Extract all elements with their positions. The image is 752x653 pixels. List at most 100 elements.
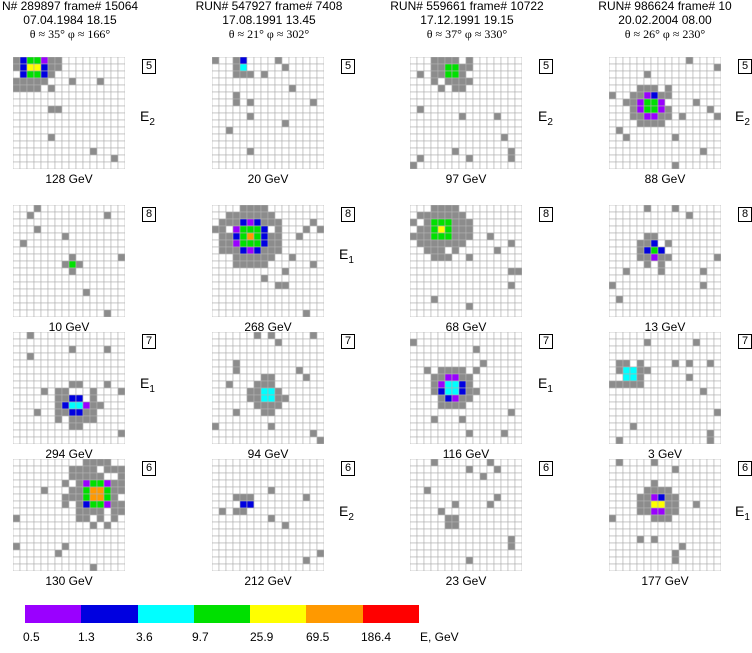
detector-cell [713, 246, 721, 255]
detector-cell [657, 63, 666, 72]
detector-cell [232, 260, 241, 269]
color-scale-segment [362, 605, 419, 623]
detector-cell [437, 493, 446, 502]
detector-cell [629, 260, 638, 269]
detector-cell [437, 77, 446, 86]
detector-cell [68, 359, 77, 368]
detector-cell [657, 535, 666, 544]
detector-cell [629, 126, 638, 135]
detector-cell [110, 556, 119, 565]
detector-cell [493, 436, 502, 444]
detector-cell [54, 514, 63, 523]
detector-cell [699, 345, 708, 354]
detector-cell [699, 246, 708, 255]
detector-cell [110, 281, 119, 290]
detector-cell [650, 556, 659, 565]
detector-cell [472, 253, 481, 262]
detector-cell [664, 274, 673, 283]
detector-cell [479, 359, 488, 368]
color-scale-segment [25, 605, 82, 623]
detector-cell [54, 246, 63, 255]
detector-cell [212, 253, 220, 262]
detector-cell [671, 70, 680, 79]
detector-cell [61, 479, 70, 488]
detector-cell [232, 57, 241, 65]
detector-cell [260, 225, 269, 234]
detector-cell [40, 225, 49, 234]
detector-cell [416, 459, 425, 467]
detector-cell [486, 302, 495, 311]
detector-cell [699, 332, 708, 340]
detector-cell [281, 63, 290, 72]
detector-cell [26, 288, 35, 297]
detector-cell [486, 387, 495, 396]
detector-cell [239, 232, 248, 241]
detector-cell [514, 246, 522, 255]
detector-cell [486, 309, 495, 317]
detector-cell [253, 338, 262, 347]
detector-cell [68, 211, 77, 220]
detector-cell [274, 239, 283, 248]
detector-cell [274, 140, 283, 149]
detector-cell [218, 359, 227, 368]
detector-grid [410, 332, 522, 444]
detector-cell [281, 366, 290, 375]
detector-cell [302, 338, 311, 347]
detector-cell [110, 274, 119, 283]
detector-cell [410, 422, 418, 431]
detector-cell [33, 493, 42, 502]
detector-cell [410, 436, 418, 444]
detector-cell [246, 542, 255, 551]
detector-cell [479, 133, 488, 142]
detector-cell [692, 436, 701, 444]
detector-cell [458, 281, 467, 290]
detector-cell [622, 352, 631, 361]
detector-cell [451, 63, 460, 72]
detector-cell [13, 112, 21, 121]
detector-cell [253, 359, 262, 368]
detector-cell [274, 98, 283, 107]
detector-cell [671, 563, 680, 571]
detector-cell [26, 105, 35, 114]
detector-cell [239, 542, 248, 551]
detector-cell [609, 394, 617, 403]
detector-number-box: 6 [341, 461, 355, 476]
detector-cell [629, 429, 638, 438]
detector-cell [103, 486, 112, 495]
detector-cell [636, 415, 645, 424]
detector-cell [423, 154, 432, 163]
detector-cell [19, 472, 28, 481]
detector-cell [685, 63, 694, 72]
detector-cell [288, 422, 297, 431]
detector-cell [267, 563, 276, 571]
detector-cell [225, 133, 234, 142]
detector-cell [437, 429, 446, 438]
detector-cell [465, 119, 474, 128]
detector-cell [500, 507, 509, 516]
detector-cell [472, 429, 481, 438]
detector-cell [232, 465, 241, 474]
detector-cell [507, 521, 516, 530]
detector-cell [493, 205, 502, 213]
detector-cell [650, 105, 659, 114]
detector-cell [410, 394, 418, 403]
energy-label-e1: E1 [140, 375, 155, 395]
detector-cell [416, 91, 425, 100]
detector-cell [61, 394, 70, 403]
detector-cell [500, 154, 509, 163]
detector-cell [678, 535, 687, 544]
detector-cell [643, 500, 652, 509]
detector-cell [309, 70, 318, 79]
detector-cell [267, 91, 276, 100]
detector-cell [430, 563, 439, 571]
detector-cell [650, 380, 659, 389]
detector-cell [685, 232, 694, 241]
detector-cell [309, 205, 318, 213]
detector-cell [68, 465, 77, 474]
detector-cell [410, 352, 418, 361]
detector-cell [19, 295, 28, 304]
detector-cell [288, 465, 297, 474]
detector-cell [26, 281, 35, 290]
detector-cell [232, 133, 241, 142]
detector-cell [309, 91, 318, 100]
